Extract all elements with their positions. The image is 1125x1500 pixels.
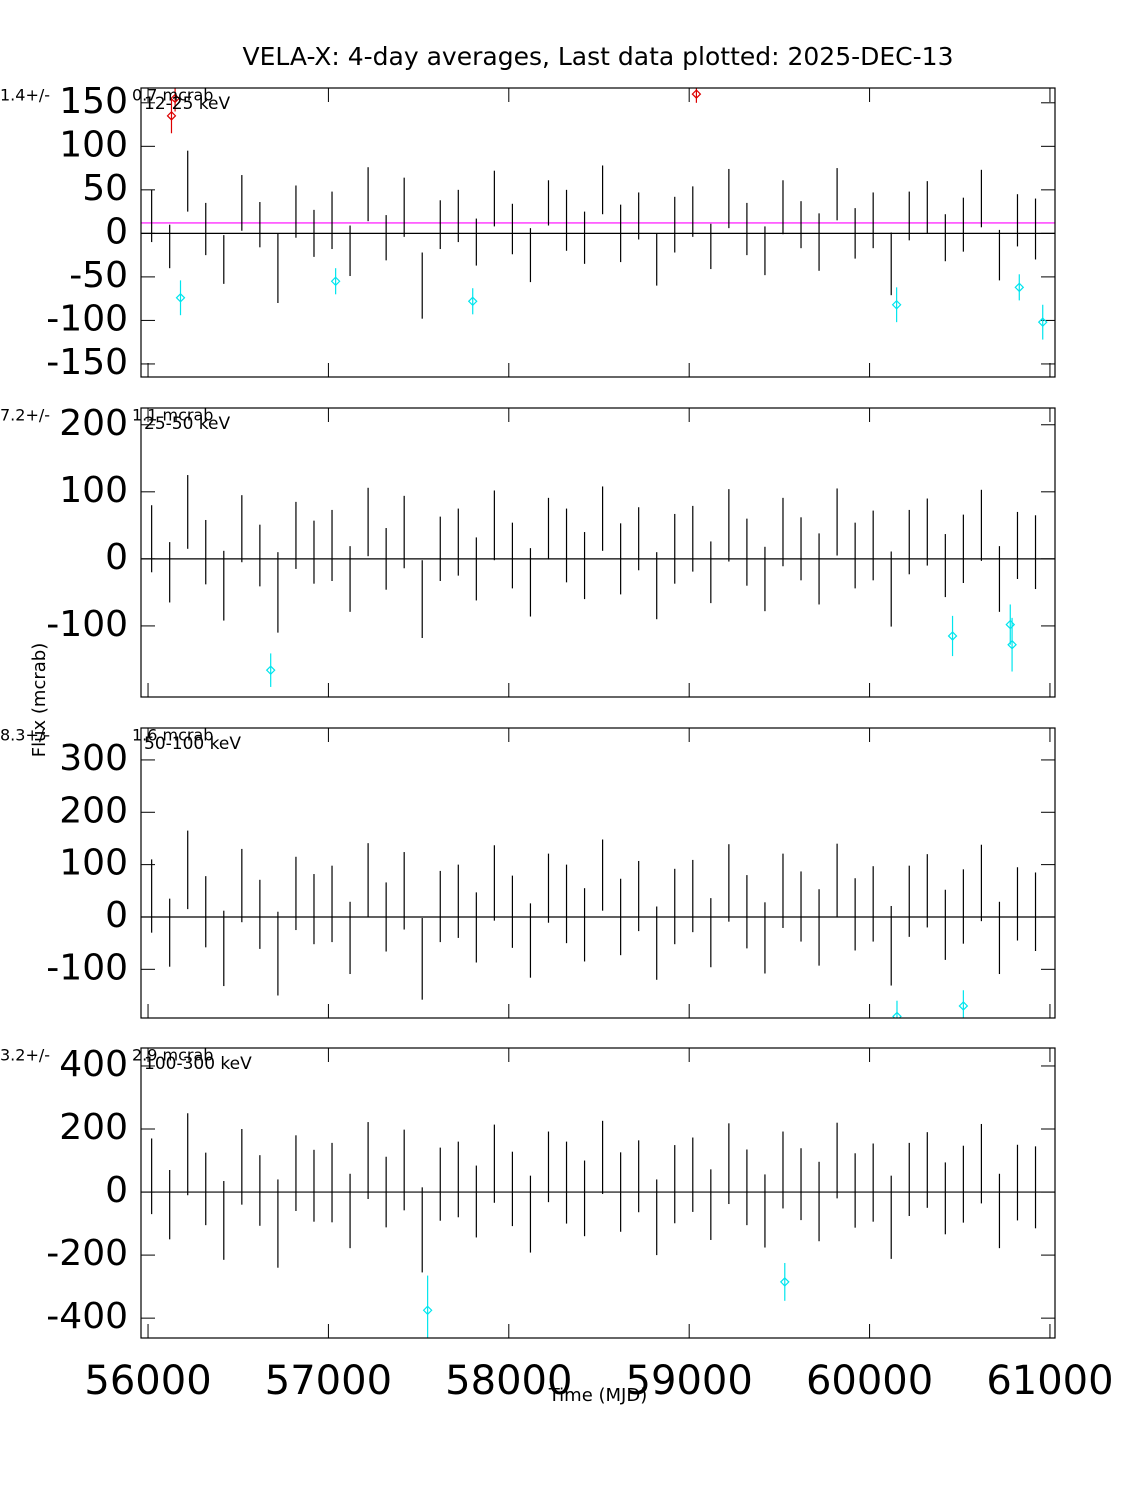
stat-error-label: 1.1 mcrab (132, 406, 213, 425)
y-tick-label: 0 (105, 211, 128, 252)
x-tick-label: 57000 (265, 1358, 392, 1404)
data-points (151, 830, 1037, 1018)
band-label: 50-100 keV (144, 734, 241, 754)
point (422, 1305, 433, 1316)
y-tick-label: 300 (59, 738, 128, 779)
y-tick-label: 100 (59, 470, 128, 511)
stat-error-label: 1.6 mcrab (132, 726, 213, 745)
y-tick-label: -150 (46, 342, 128, 383)
y-tick-label: -200 (46, 1233, 128, 1274)
y-axis-label: Flux (mcrab) (29, 643, 50, 757)
y-tick-label: 0 (105, 1170, 128, 1211)
y-tick-label: -100 (46, 604, 128, 645)
y-tick-label: 0 (105, 895, 128, 936)
band-label: 100-300 keV (144, 1054, 252, 1074)
point (891, 299, 902, 310)
stat-label: 1.4+/- (0, 86, 50, 105)
y-tick-label: -400 (46, 1296, 128, 1337)
panel-frame (140, 727, 1056, 1019)
band-label: 12-25 keV (144, 94, 230, 114)
y-tick-label: -50 (69, 255, 128, 296)
y-tick-label: 150 (59, 81, 128, 122)
panel-frame (140, 407, 1056, 698)
point (175, 292, 186, 303)
y-tick-label: 200 (59, 790, 128, 831)
point (958, 1001, 969, 1011)
data-points (151, 88, 1048, 340)
y-tick-label: 200 (59, 1107, 128, 1148)
point (330, 276, 341, 287)
y-tick-label: -100 (46, 947, 128, 988)
x-tick-label: 56000 (84, 1358, 211, 1404)
x-axis-label: Time (MJD) (548, 1385, 648, 1406)
point (1005, 619, 1016, 630)
point (779, 1277, 790, 1287)
point (691, 89, 702, 99)
y-tick-label: 100 (59, 843, 128, 884)
x-tick-label: 61000 (986, 1358, 1113, 1404)
panel-frame (140, 87, 1056, 378)
point (947, 631, 958, 641)
stat-error-label: 2.9 mcrab (132, 1046, 213, 1065)
point (467, 296, 478, 307)
data-points (151, 475, 1037, 687)
point (1014, 282, 1025, 293)
x-tick-label: 60000 (806, 1358, 933, 1404)
point (265, 665, 276, 676)
y-tick-label: 100 (59, 124, 128, 165)
y-tick-label: 50 (82, 168, 128, 209)
y-tick-label: 400 (59, 1044, 128, 1085)
panel-frame (140, 1047, 1056, 1339)
point (1007, 639, 1017, 650)
y-tick-label: -100 (46, 298, 128, 339)
point (166, 111, 177, 121)
stat-label: 8.3+/- (0, 726, 50, 745)
x-tick-label: 58000 (445, 1358, 572, 1404)
point (1037, 317, 1048, 328)
chart-title: VELA-X: 4-day averages, Last data plotte… (243, 42, 954, 71)
y-tick-label: 0 (105, 537, 128, 578)
point (170, 93, 180, 104)
stat-label: 3.2+/- (0, 1046, 50, 1065)
point (892, 1011, 902, 1018)
x-tick-label: 59000 (626, 1358, 753, 1404)
data-points (151, 1113, 1037, 1338)
stat-error-label: 0.7 mcrab (132, 86, 213, 105)
band-label: 25-50 keV (144, 414, 230, 434)
stat-label: 7.2+/- (0, 406, 50, 425)
y-tick-label: 200 (59, 403, 128, 444)
